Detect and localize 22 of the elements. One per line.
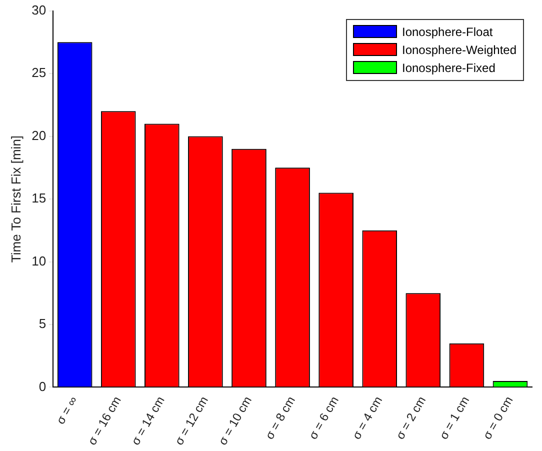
legend-label: Ionosphere-Fixed: [402, 60, 496, 75]
y-tick-label: 20: [32, 128, 46, 143]
x-tick-label: σ = 8 cm: [262, 394, 298, 442]
x-tick-label: σ = 10 cm: [215, 394, 254, 448]
y-tick-label: 25: [32, 65, 46, 80]
x-tick-label: σ = 6 cm: [306, 394, 342, 442]
legend-label: Ionosphere-Weighted: [402, 42, 517, 57]
y-tick-label: 10: [32, 253, 46, 268]
x-tick-label: σ = 1 cm: [436, 394, 472, 442]
x-tick-label: σ = ∞: [53, 394, 81, 427]
x-tick-label: σ = 12 cm: [172, 394, 211, 448]
legend-label: Ionosphere-Float: [402, 24, 493, 39]
y-tick-label: 15: [32, 190, 46, 206]
y-axis-title: Time To First Fix [min]: [8, 135, 24, 263]
y-tick-label: 5: [38, 316, 46, 332]
x-tick-label: σ = 2 cm: [392, 394, 429, 442]
x-tick-label: σ = 14 cm: [128, 394, 168, 448]
y-tick-label: 30: [32, 2, 46, 18]
x-tick-label: σ = 4 cm: [349, 394, 386, 442]
y-tick-label: 0: [38, 378, 46, 394]
x-tick-label: σ = 16 cm: [84, 394, 124, 448]
x-tick-label: σ = 0 cm: [480, 394, 516, 442]
